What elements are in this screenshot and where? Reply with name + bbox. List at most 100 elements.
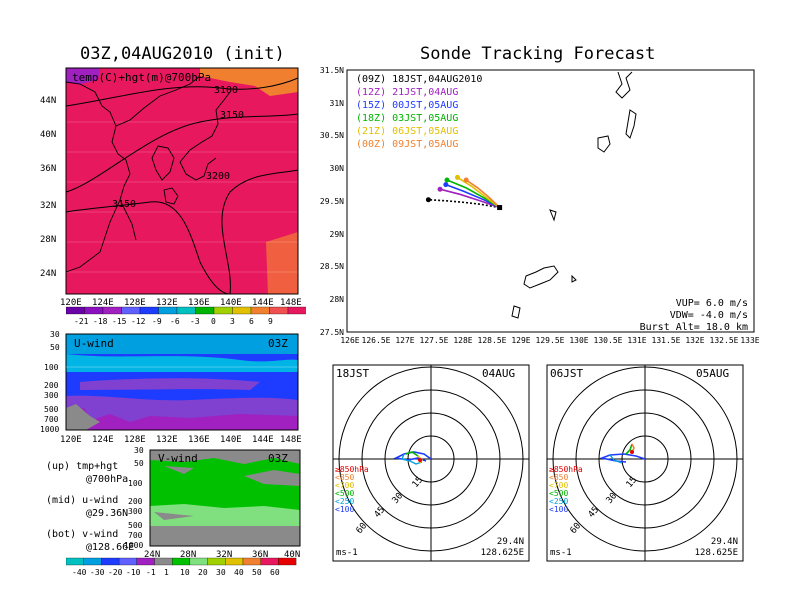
colorbar-label: 30 xyxy=(216,568,226,577)
colorbar-swatch xyxy=(195,306,215,315)
note-mid: (mid) u-wind xyxy=(46,495,119,506)
legend-entry: (18Z) 03JST,05AUG xyxy=(356,113,458,124)
speed-unit: ms-1 xyxy=(336,548,358,558)
colorbar-label: -12 xyxy=(131,317,146,326)
note-bot-level: @128.66E xyxy=(86,542,135,553)
y-tick-label: 30 xyxy=(50,330,60,339)
y-tick-label: 100 xyxy=(128,479,143,488)
colorbar-label: -6 xyxy=(170,317,180,326)
level-legend: <100 xyxy=(335,505,354,514)
burst-altitude: Burst Alt= 18.0 km xyxy=(640,322,748,333)
colorbar-swatch xyxy=(102,306,122,315)
colorbar-label: -9 xyxy=(152,317,162,326)
x-tick-label: 132.5E xyxy=(710,336,739,345)
y-tick-label: 700 xyxy=(128,531,143,540)
colorbar-swatch xyxy=(172,557,191,566)
y-tick-label: 36N xyxy=(40,164,56,174)
note-mid-level: @29.36N xyxy=(86,508,129,519)
track-line xyxy=(428,198,500,209)
coastlines xyxy=(65,75,231,273)
x-tick-label: 129.5E xyxy=(536,336,565,345)
hodograph-lon: 128.625E xyxy=(481,548,524,558)
u-wind-time: 03Z xyxy=(268,337,288,350)
y-tick-label: 27.5N xyxy=(320,328,344,337)
level-legend: <100 xyxy=(549,505,568,514)
level-legend: <850 xyxy=(335,473,354,482)
x-tick-label: 127E xyxy=(395,336,414,345)
temp-field xyxy=(66,68,298,294)
colorbar-swatch xyxy=(66,557,84,566)
temperature-height-map: 3100 3150 3200 3150 temp(C)+hgt(m)@700hP… xyxy=(40,67,302,308)
tracking-title: Sonde Tracking Forecast xyxy=(420,44,656,64)
hodograph-date: 05AUG xyxy=(696,367,729,380)
wind-trace-mid xyxy=(609,454,623,464)
note-up: (up) tmp+hgt xyxy=(46,461,119,472)
islands xyxy=(511,71,637,319)
hodograph-lat: 29.4N xyxy=(711,537,738,547)
y-tick-label: 29N xyxy=(330,230,345,239)
y-tick-label: 200 xyxy=(128,497,143,506)
surface-wind-marker xyxy=(630,450,634,454)
colorbar-label: 3 xyxy=(230,317,235,326)
x-tick-label: 126.5E xyxy=(362,336,391,345)
y-tick-label: 31N xyxy=(330,99,345,108)
colorbar-swatch xyxy=(101,557,120,566)
colorbar-swatch xyxy=(176,306,196,315)
colorbar-label: 40 xyxy=(234,568,244,577)
y-tick-label: 29.5N xyxy=(320,197,344,206)
x-tick-label: 120E xyxy=(60,435,82,445)
surface-wind-marker xyxy=(418,458,422,462)
landing-point xyxy=(437,186,443,192)
y-tick-label: 28.5N xyxy=(320,262,344,271)
x-tick-label: 130E xyxy=(569,336,588,345)
colorbar-swatch xyxy=(139,306,159,315)
x-tick-label: 32N xyxy=(216,550,232,558)
colorbar-label: 50 xyxy=(252,568,262,577)
y-tick-label: 40N xyxy=(40,130,56,140)
hodograph-lon: 128.625E xyxy=(695,548,738,558)
level-legend: <250 xyxy=(335,497,354,506)
colorbar-swatch xyxy=(158,306,178,315)
contour-label: 3150 xyxy=(220,110,244,121)
x-tick-label: 132E xyxy=(156,298,178,308)
colorbar-swatch xyxy=(269,306,289,315)
y-tick-label: 32N xyxy=(40,201,56,211)
legend-entry: (00Z) 09JST,05AUG xyxy=(356,139,458,150)
x-tick-label: 124E xyxy=(92,435,114,445)
colorbar-swatch xyxy=(121,306,141,315)
legend-entry: (09Z) 18JST,04AUG2010 xyxy=(356,74,482,85)
track-line xyxy=(446,179,501,209)
colorbar-swatch xyxy=(66,306,85,315)
y-tick-label: 24N xyxy=(40,269,56,279)
colorbar-label: -1 xyxy=(146,568,156,577)
hodograph-time: 18JST xyxy=(336,367,369,380)
x-tick-label: 128.5E xyxy=(478,336,507,345)
y-tick-label: 300 xyxy=(44,391,59,400)
contour-label: 3150 xyxy=(112,199,136,210)
colorbar-label: -15 xyxy=(112,317,127,326)
level-legend: <850 xyxy=(549,473,568,482)
y-tick-label: 50 xyxy=(134,459,144,468)
landing-point xyxy=(443,182,449,188)
contour-label: 3100 xyxy=(214,85,238,96)
colorbar-swatch xyxy=(154,557,173,566)
wind-trace-lower xyxy=(625,443,633,455)
landing-point xyxy=(463,177,469,183)
colorbar-swatch xyxy=(213,306,233,315)
colorbar-label: 60 xyxy=(270,568,280,577)
landing-point xyxy=(444,177,450,183)
colorbar-swatch xyxy=(225,557,244,566)
u-wind-label: U-wind xyxy=(74,337,114,350)
left-panel-title: 03Z,04AUG2010 (init) xyxy=(80,44,285,64)
x-tick-label: 24N xyxy=(144,550,160,558)
colorbar-label: 20 xyxy=(198,568,208,577)
warm-area-north xyxy=(200,68,298,96)
x-tick-label: 132E xyxy=(685,336,704,345)
y-tick-label: 1000 xyxy=(40,425,59,434)
colorbar-label: 1 xyxy=(164,568,169,577)
colorbar-swatch xyxy=(232,306,252,315)
colorbar-swatch xyxy=(189,557,208,566)
speed-unit: ms-1 xyxy=(550,548,572,558)
wind-colorbar: -40 -30 -20 -10 -1 1 10 20 30 40 50 60 xyxy=(66,557,297,577)
x-tick-label: 131E xyxy=(627,336,646,345)
